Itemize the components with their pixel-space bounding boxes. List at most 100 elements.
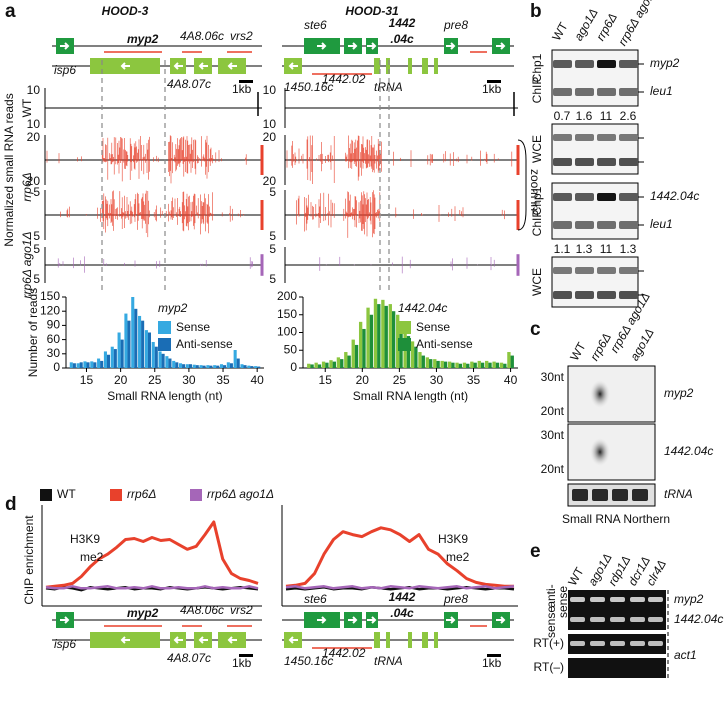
bar (429, 359, 433, 368)
label: 1kb (482, 82, 502, 96)
bar (332, 361, 336, 368)
bar (388, 304, 392, 368)
gel-band (592, 489, 608, 501)
gel-band (553, 221, 572, 229)
label: 150 (40, 289, 60, 303)
gel-band (597, 60, 616, 68)
label: me2 (80, 550, 104, 564)
label: 5 (33, 272, 40, 286)
gene-arrow (60, 42, 70, 50)
gene-box (422, 632, 428, 648)
gel (568, 658, 666, 678)
bar (147, 332, 152, 368)
label: 20 (27, 130, 41, 144)
gene-arrow (198, 636, 208, 644)
bar (206, 365, 210, 368)
label: Chp1 (530, 53, 544, 82)
label: 2.6 (620, 109, 637, 123)
bar (243, 365, 247, 368)
label: me2 (446, 550, 470, 564)
label: 1442.04c (674, 612, 723, 626)
gel-band (630, 617, 645, 622)
label: 1.1 (554, 242, 571, 256)
gene-arrow (496, 616, 506, 624)
bar (185, 364, 189, 368)
bar (451, 362, 455, 368)
bar (172, 360, 176, 368)
bar (226, 362, 230, 368)
label: sense (544, 606, 558, 638)
label: 10 (263, 83, 277, 97)
label: vrs2 (230, 29, 253, 43)
bar (317, 364, 322, 368)
label: vrs2 (230, 603, 253, 617)
label: 15 (319, 373, 333, 387)
label: WT (565, 564, 587, 588)
bar (240, 364, 244, 368)
gene-arrow (227, 62, 237, 70)
label: 20nt (541, 404, 565, 418)
gene-box (374, 632, 380, 648)
label: rrp6Δ ago1Δ (615, 0, 661, 48)
bar (103, 351, 107, 368)
bar (507, 352, 511, 368)
label: 1.6 (576, 109, 593, 123)
gel-band (570, 641, 585, 646)
gene-arrow (227, 636, 237, 644)
gel-band (619, 134, 638, 141)
label: WCE (530, 268, 544, 296)
label: 1442.04c (650, 189, 699, 203)
bar (86, 362, 90, 368)
label: Chp1 (530, 186, 544, 215)
gel-band (648, 641, 663, 646)
label: 5 (269, 272, 276, 286)
label: 30nt (541, 428, 565, 442)
label: Anti-sense (176, 337, 233, 351)
scale-bar (487, 654, 501, 657)
gel-band (619, 88, 638, 96)
bar (503, 363, 507, 368)
bar (347, 355, 351, 368)
bar (425, 357, 430, 368)
bar (477, 360, 481, 368)
gel-band (597, 134, 616, 141)
bar (480, 362, 485, 368)
label: WT (57, 487, 76, 501)
label: leu1 (650, 84, 673, 98)
label: Anti-sense (416, 337, 473, 351)
label: WT (549, 19, 571, 43)
zoom-bracket (517, 139, 527, 231)
label: rrp6Δ (127, 487, 156, 501)
bar (354, 344, 359, 368)
bar (254, 366, 258, 368)
read-track (319, 256, 495, 274)
label: 30 (47, 346, 61, 360)
label: 1.3 (620, 242, 637, 256)
label: sense (556, 586, 570, 618)
label: 30 (182, 373, 196, 387)
bar (418, 352, 422, 368)
bar (396, 314, 400, 368)
label: e (530, 541, 541, 562)
label: 5 (269, 242, 276, 256)
gene-box (434, 632, 438, 648)
bar (168, 358, 172, 368)
bar (124, 313, 128, 368)
read-track (296, 190, 505, 238)
bar (233, 350, 237, 368)
gel-band (610, 641, 625, 646)
label: 5 (33, 185, 40, 199)
label: tRNA (664, 487, 693, 501)
label: 200 (277, 289, 297, 303)
bar (178, 363, 183, 368)
label: 40 (250, 373, 264, 387)
bar (321, 361, 326, 368)
label: 25 (393, 373, 407, 387)
label: RT(–) (534, 660, 564, 674)
gene-arrow (288, 636, 298, 644)
bar (158, 351, 162, 368)
label: 40 (504, 373, 518, 387)
read-track (57, 256, 253, 273)
bar (117, 332, 121, 368)
